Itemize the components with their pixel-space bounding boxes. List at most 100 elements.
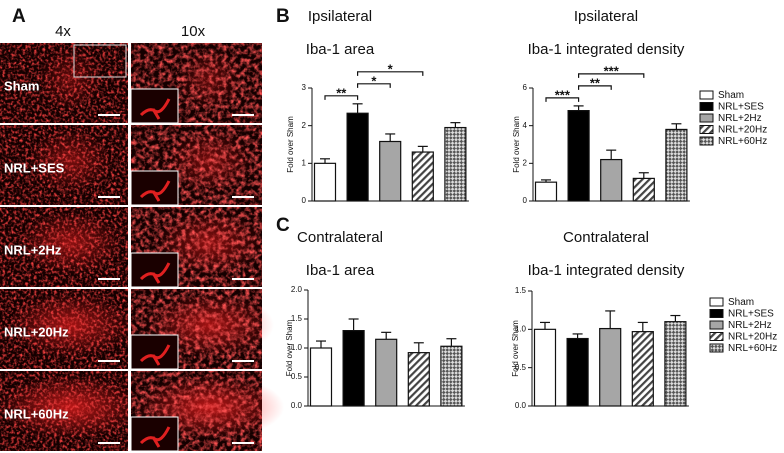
legend-label: NRL+SES: [718, 102, 764, 113]
row-label: NRL+20Hz: [4, 324, 69, 339]
y-tick-label: 0.0: [515, 401, 527, 410]
y-tick-label: 1.5: [515, 286, 527, 295]
y-tick-label: 0: [302, 196, 307, 205]
significance-label: *: [388, 61, 394, 76]
y-tick-label: 2: [302, 121, 307, 130]
significance-bracket: [578, 85, 612, 90]
chart-subtitle: Iba-1 area: [306, 262, 375, 279]
bar: [444, 126, 467, 202]
bar: [632, 177, 655, 202]
panel-label: B: [276, 6, 290, 27]
row-label: NRL+2Hz: [4, 242, 62, 257]
significance-label: *: [371, 73, 377, 88]
bar: [313, 162, 337, 202]
legend-label: NRL+2Hz: [728, 320, 772, 331]
legend-swatch: [699, 136, 714, 146]
bar: [665, 128, 688, 202]
inset-box: [73, 44, 127, 78]
legend-label: NRL+60Hz: [728, 343, 777, 354]
bar: [566, 337, 589, 407]
y-axis-label: Fold over Sham: [512, 116, 521, 173]
y-tick-label: 2.0: [291, 285, 303, 294]
bar: [533, 328, 557, 407]
micrograph-noise: [0, 43, 128, 123]
legend-swatch: [709, 309, 724, 318]
legend-swatch: [699, 125, 714, 134]
panel-label: A: [12, 6, 26, 27]
inset: [130, 170, 179, 206]
bar: [411, 151, 434, 202]
significance-label: ***: [604, 63, 620, 78]
column-label: 4x: [55, 23, 71, 40]
bar: [631, 331, 654, 407]
panel-label: C: [276, 215, 290, 236]
inset-cell: [139, 344, 171, 366]
inset-cell: [139, 262, 171, 284]
y-axis-label: Fold over Sham: [285, 319, 294, 376]
y-tick-label: 2: [523, 158, 528, 167]
micrograph-noise: [0, 125, 128, 205]
chart-title: Ipsilateral: [308, 8, 372, 25]
legend-label: NRL+SES: [728, 309, 774, 320]
legend-swatch: [699, 90, 714, 100]
y-tick-label: 0.5: [515, 363, 527, 372]
row-label: Sham: [4, 78, 39, 93]
chart-subtitle: Iba-1 integrated density: [528, 41, 685, 58]
y-tick-label: 1: [302, 158, 307, 167]
significance-label: ***: [555, 87, 571, 102]
column-label: 10x: [181, 23, 206, 40]
micrographs: Sham NRL+SES NRL+2Hz NRL+20Hz NRL+60Hz: [0, 43, 285, 453]
y-tick-label: 0.5: [291, 372, 303, 381]
y-tick-label: 3: [302, 83, 307, 92]
bar: [346, 112, 369, 202]
inset-cell: [139, 180, 171, 202]
legend-label: NRL+2Hz: [718, 113, 762, 124]
chart-subtitle: Iba-1 integrated density: [528, 262, 685, 279]
row-label: NRL+SES: [4, 160, 65, 175]
chart-title: Contralateral: [563, 229, 649, 246]
significance-bracket: [545, 97, 580, 102]
y-tick-label: 0: [523, 196, 528, 205]
legend-swatch: [699, 102, 714, 111]
chart-title: Ipsilateral: [574, 8, 638, 25]
y-axis-label: Fold over Sham: [511, 320, 520, 377]
legend-swatch: [709, 320, 724, 330]
y-tick-label: 6: [523, 83, 528, 92]
bar: [342, 330, 365, 407]
legend-swatch: [709, 343, 724, 353]
inset-cell: [139, 98, 171, 120]
significance-bracket: [578, 73, 645, 78]
micrograph-noise: [0, 207, 128, 287]
y-tick-label: 1.0: [291, 343, 303, 352]
legend-label: NRL+20Hz: [728, 332, 777, 343]
legend-swatch: [709, 332, 724, 341]
bar: [664, 321, 687, 407]
legend-label: NRL+20Hz: [718, 125, 767, 136]
significance-label: **: [336, 85, 347, 100]
significance-bracket: [357, 83, 391, 88]
significance-bracket: [324, 95, 359, 100]
micrograph-noise: [0, 289, 128, 369]
legend-swatch: [699, 113, 714, 123]
bar: [309, 347, 333, 407]
y-tick-label: 1.0: [515, 324, 527, 333]
legend-label: Sham: [728, 297, 754, 308]
bar: [599, 327, 622, 407]
bar: [440, 345, 463, 407]
inset: [130, 252, 179, 288]
significance-label: **: [590, 75, 601, 90]
bar: [534, 181, 558, 202]
inset: [130, 416, 179, 452]
chart-subtitle: Iba-1 area: [306, 41, 375, 58]
bar: [379, 140, 402, 202]
bar: [375, 338, 398, 407]
inset: [130, 88, 179, 124]
legend-label: NRL+60Hz: [718, 136, 767, 147]
legend-swatch: [709, 297, 724, 307]
y-axis-label: Fold over Sham: [286, 116, 295, 173]
chart-title: Contralateral: [297, 229, 383, 246]
row-label: NRL+60Hz: [4, 406, 69, 421]
bar: [407, 352, 430, 407]
micrograph-noise: [0, 371, 128, 451]
